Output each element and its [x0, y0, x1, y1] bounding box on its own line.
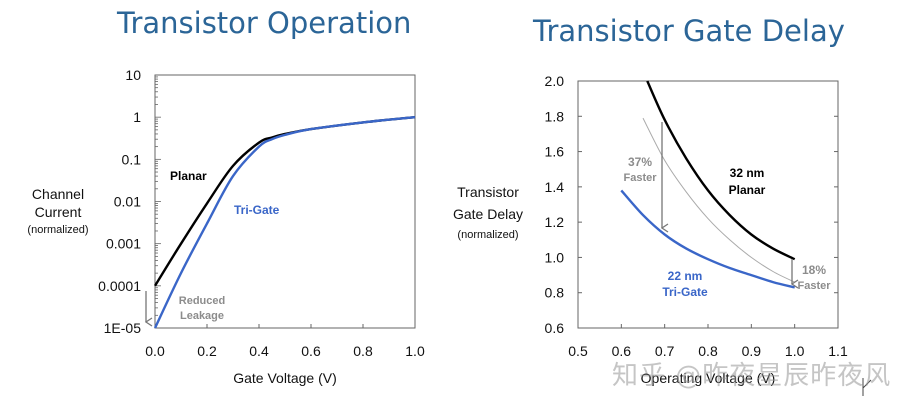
svg-text:0.0: 0.0: [145, 343, 165, 359]
pct37-annotation: 37%: [628, 155, 652, 169]
left-x-tick-labels: 0.0 0.2 0.4 0.6 0.8 1.0: [145, 324, 425, 359]
svg-text:1.0: 1.0: [405, 343, 425, 359]
right-x-tick-labels: 0.5 0.6 0.7 0.8 0.9 1.0 1.1: [568, 343, 848, 359]
svg-text:0.0001: 0.0001: [98, 278, 141, 294]
watermark: 知乎 @昨夜星辰昨夜风: [612, 361, 892, 391]
reference-curve: [642, 117, 795, 283]
svg-text:0.8: 0.8: [698, 343, 718, 359]
svg-text:0.6: 0.6: [301, 343, 321, 359]
right-chart: 2.01.81.61.41.21.00.80.6 0.5 0.6 0.7 0.8 0.9…: [453, 73, 872, 396]
faster18-annotation: Faster: [797, 280, 831, 292]
svg-text:0.1: 0.1: [122, 151, 142, 167]
pct18-annotation: 18%: [802, 263, 826, 277]
svg-text:0.8: 0.8: [545, 285, 565, 301]
left-chart-title: Transistor Operation: [117, 6, 412, 40]
trigate22-annotation-line1: 22 nm: [668, 269, 703, 283]
left-y-minor-ticks: [155, 76, 161, 329]
svg-text:1.4: 1.4: [545, 179, 565, 195]
svg-text:0.7: 0.7: [655, 343, 675, 359]
left-plot-frame: [154, 74, 416, 329]
trigate-curve: [153, 116, 416, 329]
svg-text:1: 1: [133, 109, 141, 125]
planar32-annotation-line1: 32 nm: [730, 166, 765, 180]
svg-text:10: 10: [125, 67, 141, 83]
planar-annotation: Planar: [170, 169, 207, 183]
right-xlabel: Operating Voltage (V): [641, 370, 776, 386]
left-ylabel-line2: Current: [35, 204, 82, 220]
right-ylabel-line2: Gate Delay: [453, 206, 523, 222]
right-y-tick-labels: 2.0 1.8 1.6 1.4 1.2 1.0 0.8 0.6: [545, 73, 565, 336]
svg-text:0.8: 0.8: [353, 343, 373, 359]
svg-text:1.6: 1.6: [545, 144, 565, 160]
svg-text:2.0: 2.0: [545, 73, 565, 89]
cursor-icon: [862, 378, 872, 396]
svg-text:0.9: 0.9: [742, 343, 762, 359]
left-xlabel: Gate Voltage (V): [233, 370, 337, 386]
svg-text:1.2: 1.2: [545, 214, 565, 230]
reduced-annotation: Reduced: [179, 295, 225, 307]
svg-text:0.4: 0.4: [249, 343, 269, 359]
left-ylabel-line1: Channel: [32, 186, 84, 202]
svg-text:1.0: 1.0: [545, 249, 565, 265]
trigate-annotation: Tri-Gate: [234, 203, 280, 217]
trigate-22nm-curve: [620, 189, 795, 289]
planar32-annotation-line2: Planar: [729, 183, 766, 197]
trigate22-annotation-line2: Tri-Gate: [662, 285, 708, 299]
planar-32nm-curve: [646, 80, 796, 261]
svg-text:1.0: 1.0: [785, 343, 805, 359]
svg-text:0.6: 0.6: [612, 343, 632, 359]
svg-text:0.6: 0.6: [545, 320, 565, 336]
faster37-annotation: Faster: [623, 172, 657, 184]
svg-text:0.001: 0.001: [106, 236, 141, 252]
svg-text:1.8: 1.8: [545, 108, 565, 124]
leakage-annotation: Leakage: [180, 310, 224, 322]
right-ylabel-line1: Transistor: [457, 184, 519, 200]
svg-text:0.2: 0.2: [197, 343, 217, 359]
svg-text:0.5: 0.5: [568, 343, 588, 359]
right-chart-title: Transistor Gate Delay: [533, 14, 845, 48]
right-axis-ticks: [578, 115, 838, 328]
svg-text:1.1: 1.1: [828, 343, 848, 359]
svg-text:1E-05: 1E-05: [104, 320, 142, 336]
right-ylabel-sub: (normalized): [457, 229, 518, 241]
left-y-tick-labels: 10 1 0.1 0.01 0.001 0.0001 1E-05: [98, 67, 141, 336]
planar-curve: [153, 116, 416, 287]
left-ylabel-sub: (normalized): [27, 224, 88, 236]
svg-text:0.01: 0.01: [114, 194, 141, 210]
